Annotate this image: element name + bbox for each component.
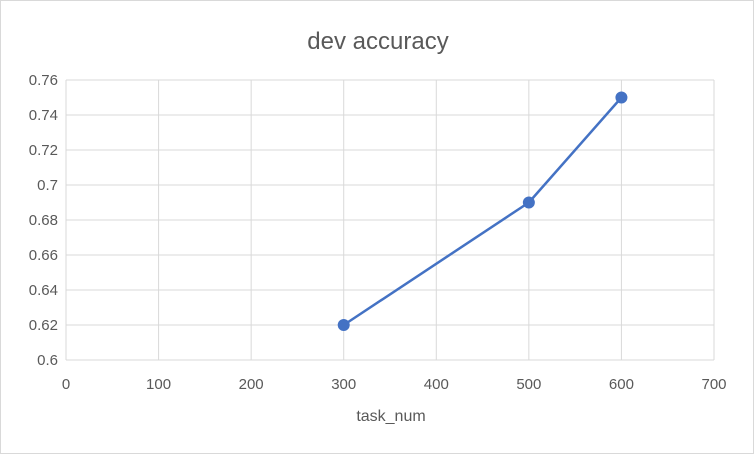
chart-title: dev accuracy <box>307 28 448 55</box>
gridlines <box>65 79 715 361</box>
y-tick-labels: 0.6 0.62 0.64 0.66 0.68 0.7 0.72 0.74 0.76 <box>29 72 58 369</box>
y-tick-label: 0.76 <box>29 72 58 89</box>
data-point <box>615 91 628 104</box>
x-tick-label: 0 <box>62 376 70 393</box>
y-tick-label: 0.6 <box>37 352 58 369</box>
x-tick-label: 600 <box>609 376 634 393</box>
y-tick-label: 0.7 <box>37 177 58 194</box>
y-tick-label: 0.62 <box>29 317 58 334</box>
x-tick-label: 500 <box>516 376 541 393</box>
y-tick-label: 0.66 <box>29 247 58 264</box>
series-line <box>343 96 623 327</box>
y-tick-label: 0.68 <box>29 212 58 229</box>
x-tick-labels: 0 100 200 300 400 500 600 700 <box>62 376 727 393</box>
x-tick-label: 100 <box>146 376 171 393</box>
y-tick-label: 0.74 <box>29 107 58 124</box>
data-series <box>337 91 628 331</box>
x-tick-label: 400 <box>424 376 449 393</box>
x-axis-label: task_num <box>356 408 425 425</box>
x-tick-label: 300 <box>331 376 356 393</box>
data-point <box>337 319 350 331</box>
y-tick-label: 0.64 <box>29 282 58 299</box>
data-point <box>522 196 535 209</box>
x-tick-label: 200 <box>239 376 264 393</box>
y-tick-label: 0.72 <box>29 142 58 159</box>
x-tick-label: 700 <box>701 376 726 393</box>
